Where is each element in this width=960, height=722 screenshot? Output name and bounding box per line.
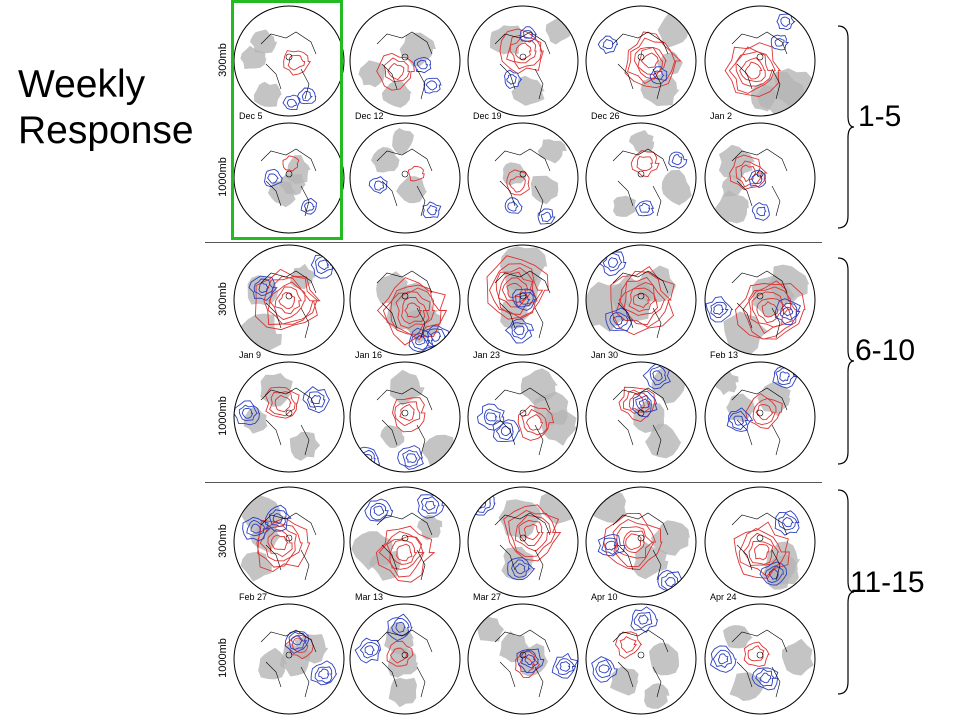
polar-map-1000mb xyxy=(583,121,699,241)
polar-map-1000mb xyxy=(231,121,347,241)
polar-map-1000mb xyxy=(231,602,347,722)
polar-map-300mb: Dec 26 xyxy=(583,4,699,124)
polar-map-300mb: Apr 10 xyxy=(583,485,699,605)
map-date-label: Feb 27 xyxy=(239,592,268,602)
group-label-11-15: 11-15 xyxy=(850,566,925,599)
level-label-300mb: 300mb xyxy=(217,282,229,316)
polar-map-300mb: Dec 19 xyxy=(465,4,581,124)
map-date-label: Jan 30 xyxy=(591,350,619,360)
polar-map-300mb: Jan 30 xyxy=(583,243,699,363)
polar-map-1000mb xyxy=(347,121,463,241)
map-date-label: Dec 5 xyxy=(239,111,263,121)
group-brace xyxy=(837,257,855,465)
polar-map-1000mb xyxy=(702,121,818,241)
group-brace xyxy=(837,25,855,229)
polar-map-300mb: Dec 12 xyxy=(347,4,463,124)
level-label-1000mb: 1000mb xyxy=(217,157,229,197)
polar-map-1000mb xyxy=(465,602,581,722)
highlighted-column-box xyxy=(231,0,343,240)
polar-map-300mb: Feb 13 xyxy=(702,243,818,363)
map-date-label: Apr 24 xyxy=(710,592,737,602)
polar-map-1000mb xyxy=(583,602,699,722)
group-brace xyxy=(837,489,855,695)
map-date-label: Dec 12 xyxy=(355,111,384,121)
map-date-label: Dec 19 xyxy=(473,111,502,121)
figure-title: Weekly Response xyxy=(18,63,194,152)
map-date-label: Mar 27 xyxy=(473,592,502,602)
map-date-label: Dec 26 xyxy=(591,111,620,121)
level-label-1000mb: 1000mb xyxy=(217,396,229,436)
polar-map-300mb: Jan 23 xyxy=(465,243,581,363)
polar-map-300mb: Jan 16 xyxy=(347,243,463,363)
polar-map-300mb: Dec 5 xyxy=(231,4,347,124)
polar-map-1000mb xyxy=(347,360,463,480)
map-date-label: Feb 13 xyxy=(710,350,739,360)
polar-map-300mb: Mar 13 xyxy=(347,485,463,605)
map-date-label: Jan 9 xyxy=(239,350,262,360)
polar-map-1000mb xyxy=(702,602,818,722)
level-label-300mb: 300mb xyxy=(217,524,229,558)
level-label-1000mb: 1000mb xyxy=(217,638,229,678)
group-label-6-10: 6-10 xyxy=(855,334,916,367)
polar-map-1000mb xyxy=(583,360,699,480)
polar-map-300mb: Jan 9 xyxy=(231,243,347,363)
polar-map-1000mb xyxy=(465,121,581,241)
map-date-label: Jan 16 xyxy=(355,350,383,360)
map-date-label: Jan 2 xyxy=(710,111,733,121)
polar-map-1000mb xyxy=(347,602,463,722)
polar-map-300mb: Apr 24 xyxy=(702,485,818,605)
polar-map-300mb: Mar 27 xyxy=(465,485,581,605)
map-date-label: Apr 10 xyxy=(591,592,618,602)
polar-map-1000mb xyxy=(702,360,818,480)
polar-map-1000mb xyxy=(465,360,581,480)
polar-map-300mb: Jan 2 xyxy=(702,4,818,124)
polar-map-1000mb xyxy=(231,360,347,480)
group-separator xyxy=(205,482,822,483)
group-label-1-5: 1-5 xyxy=(858,100,902,133)
polar-map-300mb: Feb 27 xyxy=(231,485,347,605)
level-label-300mb: 300mb xyxy=(217,43,229,77)
map-date-label: Jan 23 xyxy=(473,350,501,360)
group-separator xyxy=(205,242,822,243)
map-date-label: Mar 13 xyxy=(355,592,384,602)
